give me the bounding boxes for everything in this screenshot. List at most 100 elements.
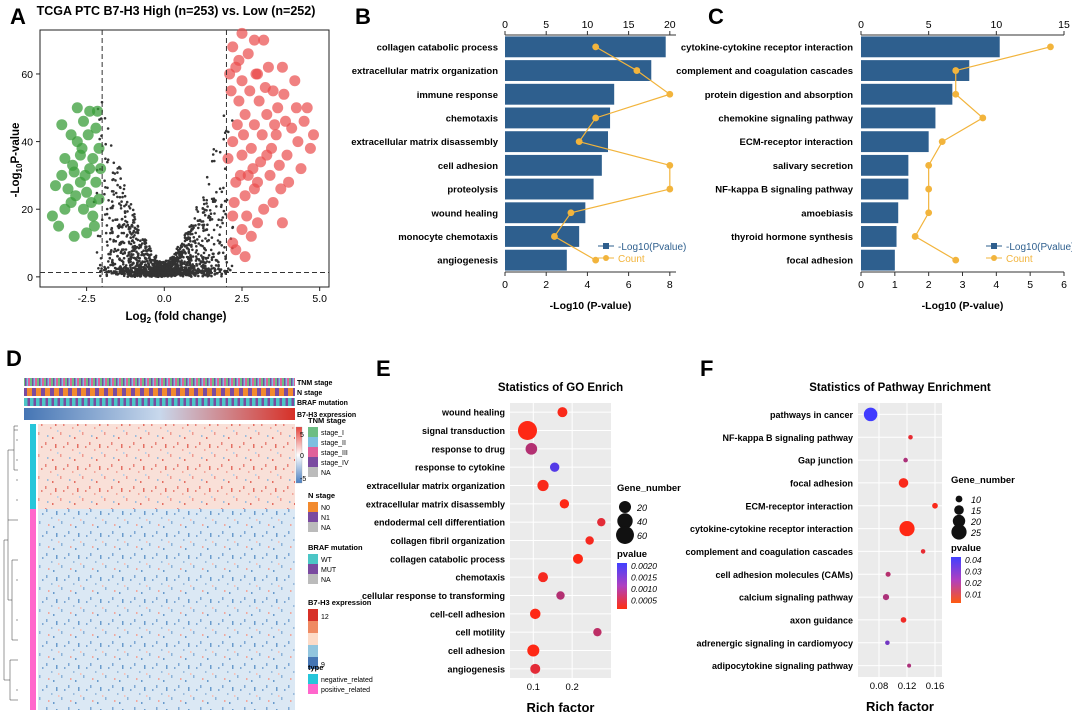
category-label: NF-kappa B signaling pathway bbox=[715, 185, 853, 196]
legend-item-label: stage_II bbox=[321, 440, 346, 447]
bar-5 bbox=[505, 131, 609, 153]
volcano-ns-point bbox=[170, 258, 173, 261]
volcano-down-point bbox=[81, 186, 93, 198]
size-legend-title: Gene_number bbox=[617, 483, 681, 494]
volcano-ns-point bbox=[193, 264, 196, 268]
volcano-ns-point bbox=[122, 241, 126, 245]
volcano-ns-point bbox=[115, 272, 118, 276]
volcano-ns-point bbox=[126, 275, 130, 278]
volcano-ns-point bbox=[204, 264, 207, 268]
volcano-down-point bbox=[87, 153, 99, 164]
volcano-ns-point bbox=[191, 232, 194, 236]
volcano-down-point bbox=[56, 119, 68, 131]
volcano-ns-point bbox=[118, 202, 121, 205]
volcano-ns-point bbox=[153, 262, 156, 265]
volcano-ns-point bbox=[160, 275, 164, 278]
volcano-ns-point bbox=[220, 272, 223, 276]
bottom-axis-tick-label: 2 bbox=[926, 279, 932, 291]
category-label: complement and coagulation cascades bbox=[685, 547, 853, 557]
volcano-ns-point bbox=[202, 202, 206, 206]
volcano-ns-point bbox=[122, 187, 126, 191]
volcano-ns-point bbox=[212, 255, 215, 259]
volcano-ns-point bbox=[187, 259, 191, 263]
chart-title: Statistics of GO Enrich bbox=[498, 382, 623, 394]
top-axis-tick-label: 0 bbox=[858, 19, 864, 31]
bar-6 bbox=[505, 154, 602, 176]
bottom-axis-tick-label: 1 bbox=[892, 279, 898, 291]
count-point bbox=[592, 256, 600, 264]
volcano-ns-point bbox=[180, 254, 183, 258]
volcano-ns-point bbox=[186, 261, 189, 265]
volcano-ns-point bbox=[109, 263, 112, 267]
volcano-ns-point bbox=[202, 211, 206, 214]
category-label: wound healing bbox=[431, 208, 499, 219]
volcano-ns-point bbox=[212, 148, 216, 151]
volcano-ns-point bbox=[213, 273, 217, 276]
volcano-ns-point bbox=[116, 224, 120, 228]
volcano-ns-point bbox=[186, 237, 189, 240]
size-legend-dot bbox=[952, 514, 966, 528]
data-point bbox=[556, 591, 565, 600]
volcano-ns-point bbox=[220, 203, 223, 207]
volcano-ns-point bbox=[129, 203, 133, 206]
category-label: cytokine-cytokine receptor interaction bbox=[690, 524, 853, 534]
volcano-ns-point bbox=[95, 251, 99, 254]
legend-item-label: stage_III bbox=[321, 450, 348, 457]
category-label: wound healing bbox=[441, 408, 505, 418]
volcano-ns-point bbox=[137, 252, 140, 256]
volcano-ns-point bbox=[218, 240, 222, 244]
volcano-ns-point bbox=[148, 256, 151, 259]
color-legend-bar bbox=[951, 557, 961, 603]
bar-2 bbox=[861, 60, 970, 81]
volcano-up-point bbox=[264, 169, 276, 181]
x-tick-label: 0.1 bbox=[527, 682, 540, 693]
volcano-up-point bbox=[275, 183, 287, 195]
volcano-ns-point bbox=[172, 268, 176, 271]
volcano-ns-point bbox=[112, 240, 115, 243]
volcano-ns-point bbox=[183, 262, 186, 266]
volcano-ns-point bbox=[100, 218, 104, 221]
size-legend-label: 15 bbox=[971, 506, 982, 516]
volcano-ns-point bbox=[118, 243, 121, 246]
volcano-ns-point bbox=[144, 275, 147, 278]
size-legend-dot bbox=[618, 500, 632, 514]
volcano-ns-point bbox=[128, 207, 132, 210]
bar-9 bbox=[505, 226, 580, 247]
category-label: adipocytokine signaling pathway bbox=[712, 661, 853, 671]
type-bar-negative bbox=[30, 424, 36, 509]
volcano-ns-point bbox=[194, 231, 197, 235]
volcano-up-point bbox=[239, 251, 251, 263]
volcano-ns-point bbox=[105, 240, 109, 244]
volcano-up-point bbox=[245, 230, 257, 242]
volcano-ns-point bbox=[175, 273, 178, 277]
count-point bbox=[592, 43, 600, 51]
top-axis-tick-label: 10 bbox=[990, 19, 1002, 31]
legend-group-title: BRAF mutation bbox=[308, 543, 363, 552]
volcano-ns-point bbox=[124, 225, 128, 228]
volcano-up-point bbox=[289, 75, 301, 87]
volcano-ns-point bbox=[140, 250, 144, 254]
volcano-ns-point bbox=[214, 199, 217, 202]
bar-4 bbox=[505, 107, 611, 129]
volcano-ns-point bbox=[115, 218, 119, 221]
volcano-ns-point bbox=[147, 247, 151, 251]
category-label: cell adhesion molecules (CAMs) bbox=[715, 570, 853, 580]
volcano-ns-point bbox=[149, 259, 153, 263]
volcano-ns-point bbox=[222, 137, 225, 141]
legend-item-label: 12 bbox=[321, 614, 329, 621]
legend-item-label: 9 bbox=[321, 662, 325, 669]
volcano-ylabel: -Log10P-value bbox=[10, 123, 24, 198]
legend-group-title: TNM stage bbox=[308, 416, 346, 425]
volcano-ns-point bbox=[135, 259, 139, 262]
data-point bbox=[593, 627, 602, 637]
volcano-up-point bbox=[234, 169, 246, 181]
volcano-ns-point bbox=[184, 267, 187, 271]
volcano-ns-point bbox=[145, 252, 149, 255]
legend-item-label: WT bbox=[321, 557, 333, 564]
volcano-ns-point bbox=[230, 264, 234, 268]
volcano-ns-point bbox=[135, 267, 138, 271]
volcano-ns-point bbox=[222, 209, 226, 213]
volcano-ns-point bbox=[218, 187, 222, 190]
volcano-ns-point bbox=[110, 249, 113, 252]
